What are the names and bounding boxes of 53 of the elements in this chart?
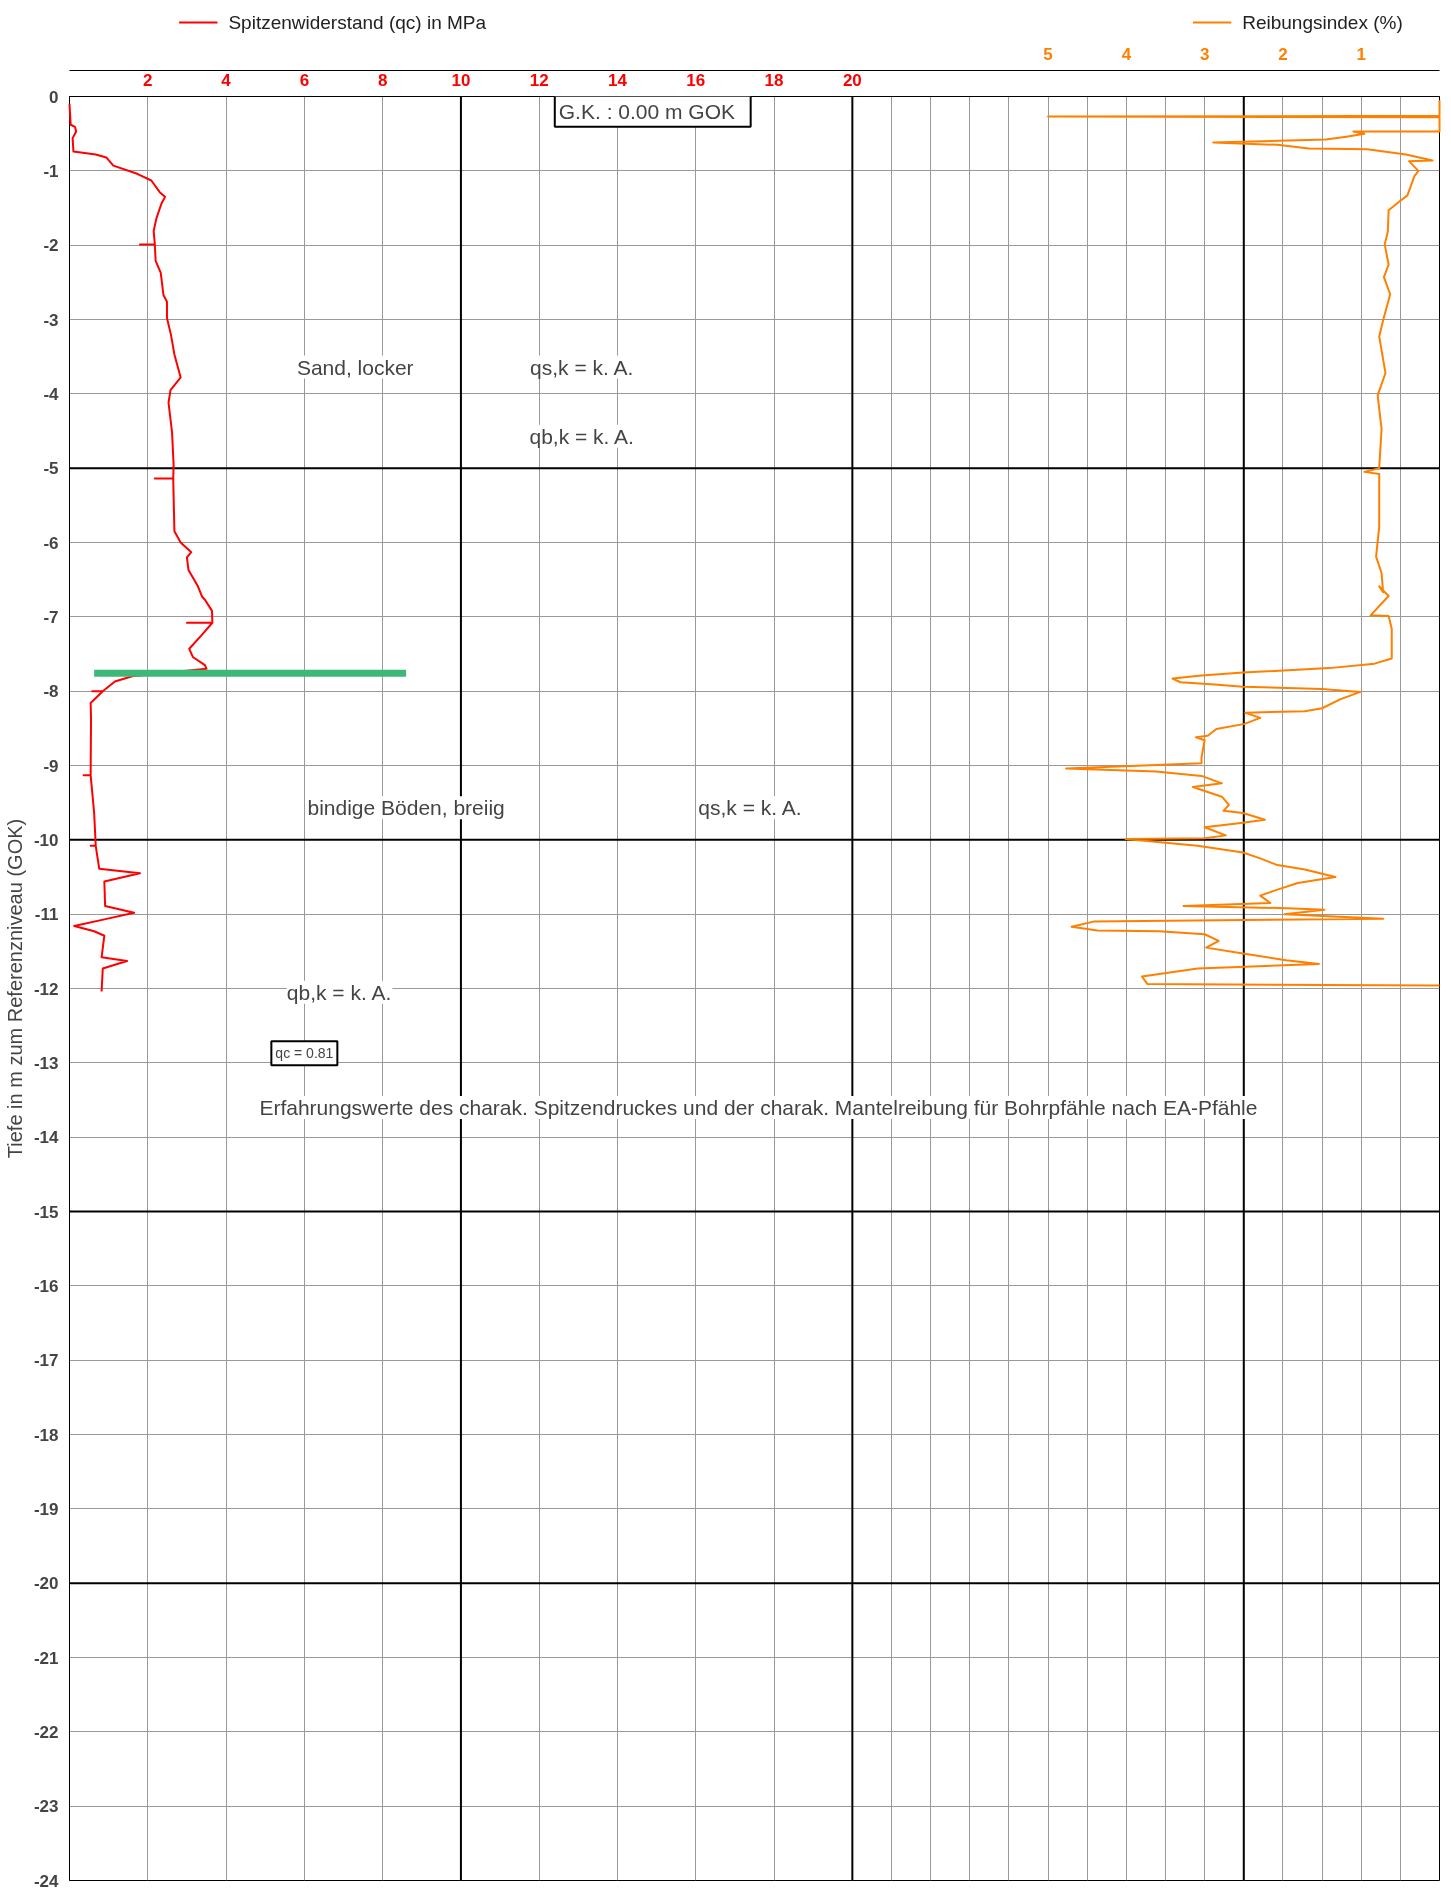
x-tick-label: 2 <box>143 70 153 90</box>
y-tick-label: -10 <box>33 830 59 850</box>
annotation: qb,k = k. A. <box>529 424 634 448</box>
y-tick-label: -1 <box>43 161 59 181</box>
x2-tick-label: 3 <box>1199 44 1210 64</box>
x2-tick-label: 5 <box>1043 44 1053 64</box>
y-axis-title: Tiefe in m zum Referenzniveau (GOK) <box>3 818 26 1159</box>
x-tick-label: 6 <box>299 70 310 90</box>
y-tick-label: -6 <box>43 533 59 553</box>
x-tick-label: 4 <box>221 70 232 90</box>
x-tick-label: 8 <box>377 70 388 90</box>
annotation: G.K. : 0.00 m GOK <box>558 99 736 123</box>
y-tick-label: -8 <box>43 682 59 702</box>
y-tick-label: -16 <box>33 1276 59 1296</box>
annotation: qb,k = k. A. <box>286 980 392 1004</box>
y-tick-label: -14 <box>33 1128 60 1148</box>
x-tick-label: 10 <box>451 70 471 90</box>
x-tick-label: 20 <box>842 70 862 90</box>
x-tick-label: 18 <box>764 70 784 90</box>
y-tick-label: -2 <box>43 236 59 256</box>
annotation: qs,k = k. A. <box>698 796 802 820</box>
line-series <box>68 102 214 993</box>
annotation: Sand, locker <box>296 355 414 379</box>
x-tick-label: 14 <box>608 70 628 90</box>
y-tick-label: -12 <box>33 979 59 999</box>
y-tick-label: -4 <box>43 384 60 404</box>
y-tick-label: -5 <box>43 459 59 479</box>
y-tick-label: -23 <box>33 1797 59 1817</box>
annotation: qc = 0.81 <box>275 1045 334 1062</box>
x-tick-label: 12 <box>529 70 549 90</box>
y-tick-label: -20 <box>33 1574 59 1594</box>
annotation: Erfahrungswerte des charak. Spitzendruckes und der charak. Mantelreibung für Bohrpfähle nach EA-Pfähle <box>259 1095 1258 1119</box>
y-tick-label: -7 <box>43 607 59 627</box>
legend-label: Spitzenwiderstand (qc) in MPa <box>228 12 487 33</box>
y-tick-label: -9 <box>43 756 59 776</box>
y-tick-label: -13 <box>33 1053 59 1073</box>
y-tick-label: -17 <box>33 1351 59 1371</box>
y-tick-label: -18 <box>33 1425 59 1445</box>
y-tick-label: -19 <box>33 1499 59 1519</box>
legend-label: Reibungsindex (%) <box>1242 12 1403 33</box>
x2-tick-label: 2 <box>1278 44 1288 64</box>
x2-tick-label: 1 <box>1356 44 1366 64</box>
y-tick-label: -11 <box>34 905 59 925</box>
annotation: qs,k = k. A. <box>530 355 634 379</box>
y-tick-label: -22 <box>33 1722 59 1742</box>
x2-tick-label: 4 <box>1121 44 1132 64</box>
annotation: bindige Böden, breiig <box>307 796 505 820</box>
y-tick-label: -24 <box>33 1871 60 1891</box>
y-tick-label: -21 <box>33 1648 59 1668</box>
y-tick-label: 0 <box>49 87 59 107</box>
y-tick-label: -15 <box>33 1202 59 1222</box>
x-tick-label: 16 <box>686 70 706 90</box>
y-tick-label: -3 <box>43 310 59 330</box>
